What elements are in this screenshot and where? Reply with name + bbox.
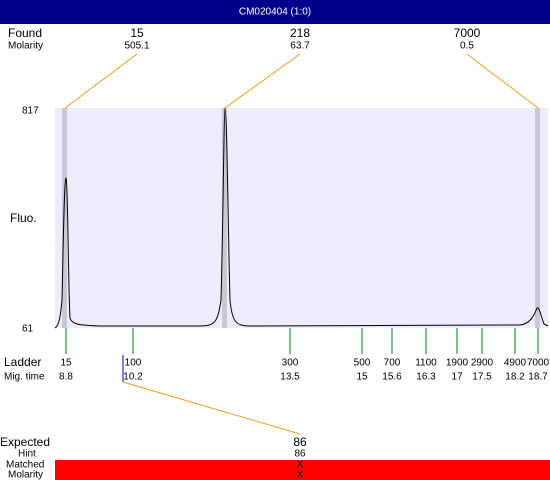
hint-value: 86 (294, 449, 306, 460)
ladder-label: Ladder (4, 355, 41, 369)
title-bar (0, 0, 550, 24)
ladder-time: 15.6 (382, 372, 402, 383)
ladder-size: 500 (354, 358, 371, 369)
window-title: CM020404 (1:0) (239, 7, 311, 18)
connector (122, 381, 301, 435)
peak-size: 15 (130, 26, 144, 40)
matched-value: X (297, 460, 304, 471)
ladder-time: 16.3 (416, 372, 436, 383)
trace (54, 107, 549, 329)
ladder-size: 100 (125, 358, 142, 369)
peak-size: 218 (290, 26, 310, 40)
ladder-time: 10.2 (123, 372, 143, 383)
ladder-size: 15 (60, 358, 72, 369)
status-bar (55, 460, 550, 480)
peak-molarity: 63.7 (290, 41, 310, 52)
ladder-size: 7000 (527, 358, 550, 369)
y-axis-label: Fluo. (10, 211, 37, 225)
y-min: 61 (22, 324, 34, 335)
ladder-time: 17 (451, 372, 463, 383)
ladder-size: 1900 (446, 358, 469, 369)
molarity-value: X (297, 470, 304, 480)
molarity-label: Molarity (8, 41, 43, 52)
ladder-size: 1100 (415, 358, 437, 369)
peak-band (222, 108, 227, 328)
plot-area (55, 108, 548, 328)
peak-band (62, 108, 67, 328)
ladder-size: 4900 (504, 358, 527, 369)
hint-label: Hint (18, 449, 36, 460)
ladder-time: 17.5 (472, 372, 492, 383)
ladder-size: 2900 (471, 358, 494, 369)
matched-label: Matched (6, 460, 44, 471)
mig-time-label: Mig. time (4, 372, 45, 383)
peak-connector (64, 53, 138, 109)
expected-value: 86 (293, 435, 307, 449)
peak-band (535, 108, 540, 328)
y-max: 817 (22, 106, 39, 117)
expected-label: Expected (0, 435, 50, 449)
ladder-time: 18.7 (528, 372, 548, 383)
peak-molarity: 505.1 (124, 41, 149, 52)
peak-connector (224, 53, 301, 109)
ladder-time: 15 (356, 372, 368, 383)
ladder-size: 300 (282, 358, 299, 369)
peak-size: 7000 (454, 26, 481, 40)
peak-connector (466, 53, 539, 109)
ladder-size: 700 (384, 358, 401, 369)
ladder-time: 18.2 (505, 372, 525, 383)
found-label: Found (8, 26, 42, 40)
molarity-row-label: Molarity (8, 470, 43, 480)
ladder-time: 8.8 (59, 372, 73, 383)
ladder-time: 13.5 (280, 372, 300, 383)
peak-molarity: 0.5 (460, 41, 474, 52)
